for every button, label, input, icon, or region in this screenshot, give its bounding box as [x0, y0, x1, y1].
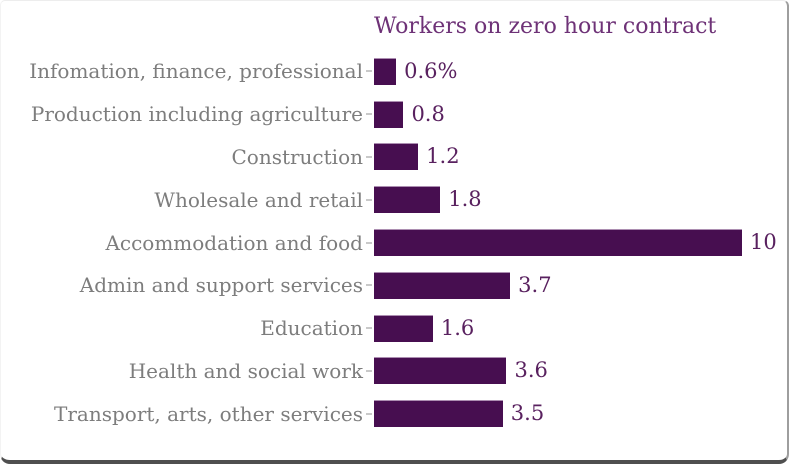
chart-row: Production including agriculture 0.8 [1, 93, 787, 136]
chart-row: Construction 1.2 [1, 136, 787, 179]
bar [374, 186, 441, 214]
axis-tick-mark [366, 369, 372, 372]
category-label: Production including agriculture [30, 102, 363, 127]
value-label: 1.6 [440, 315, 475, 340]
bar [374, 357, 507, 385]
value-label: 10 [750, 230, 777, 255]
axis-tick-mark [366, 284, 372, 287]
axis-tick-mark [366, 241, 372, 244]
chart-row: Infomation, finance, professional 0.6% [1, 50, 787, 93]
bar [374, 229, 742, 257]
value-label: 0.6% [404, 58, 458, 83]
value-label: 3.7 [518, 272, 552, 297]
bar [374, 100, 404, 128]
category-label: Transport, arts, other services [54, 401, 363, 426]
bar [374, 57, 397, 85]
chart-title: Workers on zero hour contract [374, 14, 717, 39]
bar [374, 400, 503, 428]
bar [374, 143, 419, 171]
bar [374, 271, 511, 299]
bar [374, 314, 433, 342]
category-label: Health and social work [128, 358, 363, 383]
axis-tick-mark [366, 412, 372, 415]
axis-tick-mark [366, 70, 372, 73]
category-label: Wholesale and retail [154, 187, 363, 212]
category-label: Accommodation and food [105, 230, 363, 255]
value-label: 3.5 [510, 401, 545, 426]
bar-chart: Infomation, finance, professional 0.6% Pro… [1, 50, 787, 435]
category-label: Infomation, finance, professional [29, 59, 363, 84]
category-label: Admin and support services [79, 273, 363, 298]
value-label: 3.6 [514, 358, 548, 383]
axis-tick-mark [366, 155, 372, 158]
axis-tick-mark [366, 113, 372, 116]
chart-row: Wholesale and retail 1.8 [1, 178, 787, 221]
value-label: 1.2 [426, 144, 460, 169]
chart-row: Accommodation and food 10 [1, 221, 787, 264]
category-label: Construction [231, 144, 363, 169]
chart-row: Transport, arts, other services 3.5 [1, 392, 787, 435]
chart-row: Education 1.6 [1, 307, 787, 350]
chart-row: Health and social work 3.6 [1, 350, 787, 393]
axis-tick-mark [366, 198, 372, 201]
chart-row: Admin and support services 3.7 [1, 264, 787, 307]
value-label: 0.8 [411, 101, 445, 126]
category-label: Education [260, 316, 363, 341]
value-label: 1.8 [448, 187, 482, 212]
axis-tick-mark [366, 327, 372, 330]
